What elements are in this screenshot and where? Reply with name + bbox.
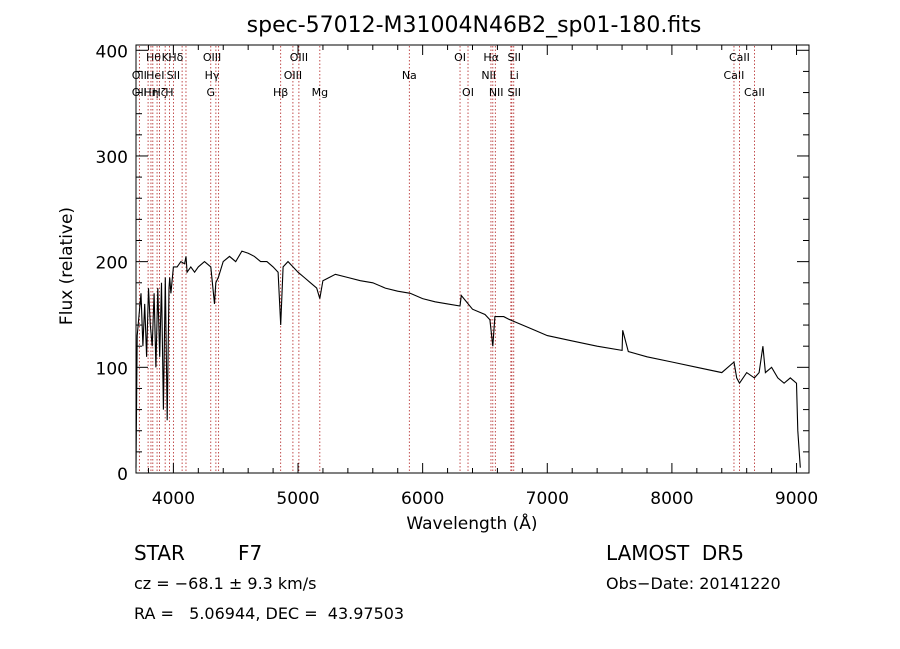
spectral-line-markers: OIIHθOIIHηHeIHζKHSIIHδGHγOIIIHβOIIIOIIIM… [132, 46, 765, 472]
chart-title: spec-57012-M31004N46B2_sp01-180.fits [247, 13, 702, 38]
x-tick-label-1: 5000 [276, 489, 319, 509]
x-tick-label-3: 7000 [526, 489, 569, 509]
line-label-17: Mg [312, 86, 328, 99]
observation-date: Obs−Date: 20141220 [606, 574, 781, 593]
line-label-18: Na [402, 69, 417, 82]
line-label-9: Hδ [168, 51, 183, 64]
line-label-25: SII [508, 51, 521, 64]
y-tick-label-2: 200 [96, 254, 128, 274]
y-tick-label-1: 100 [96, 359, 128, 379]
line-label-23: NII [489, 86, 504, 99]
line-label-15: OIII [284, 69, 302, 82]
x-tick-label-2: 6000 [401, 489, 444, 509]
line-label-22: Hα [483, 51, 499, 64]
x-axis-label: Wavelength (Å) [406, 512, 537, 534]
line-label-19: OI [454, 51, 466, 64]
line-label-14: Hβ [273, 86, 288, 99]
line-label-1: Hθ [146, 51, 161, 64]
line-label-24: Li [510, 69, 519, 82]
y-tick-label-4: 400 [96, 42, 128, 62]
object-class: STAR [134, 541, 185, 565]
x-tick-label-0: 4000 [152, 489, 195, 509]
object-subclass: F7 [238, 541, 263, 565]
line-label-13: OIII [203, 51, 221, 64]
series-line-0 [135, 250, 801, 468]
line-label-12: Hγ [205, 69, 220, 82]
y-axis-label: Flux (relative) [57, 207, 77, 325]
x-tick-label-4: 8000 [650, 489, 693, 509]
line-label-21: NII [481, 69, 496, 82]
line-label-20: OI [462, 86, 474, 99]
line-label-27: CaII [724, 69, 745, 82]
line-label-28: CaII [729, 51, 750, 64]
y-tick-label-0: 0 [117, 465, 128, 485]
line-label-16: OIII [290, 51, 308, 64]
redshift-readout: cz = −68.1 ± 9.3 km/s [134, 574, 317, 593]
line-label-7: H [165, 86, 173, 99]
line-label-29: CaII [744, 86, 765, 99]
survey-name: LAMOST DR5 [606, 541, 744, 565]
axes: 4000 5000 6000 7000 8000 9000 0 100 200 300 400 [96, 42, 819, 509]
y-tick-label-3: 300 [96, 148, 128, 168]
line-label-4: HeI [146, 69, 164, 82]
line-label-6: K [162, 51, 170, 64]
line-label-5: Hζ [153, 86, 167, 99]
line-label-8: SII [167, 69, 180, 82]
line-label-11: G [207, 86, 216, 99]
ra-dec-readout: RA = 5.06944, DEC = 43.97503 [134, 604, 405, 623]
x-tick-label-5: 9000 [775, 489, 818, 509]
line-label-3: Hη [143, 86, 158, 99]
spectrum-series [135, 250, 801, 468]
line-label-26: SII [508, 86, 521, 99]
